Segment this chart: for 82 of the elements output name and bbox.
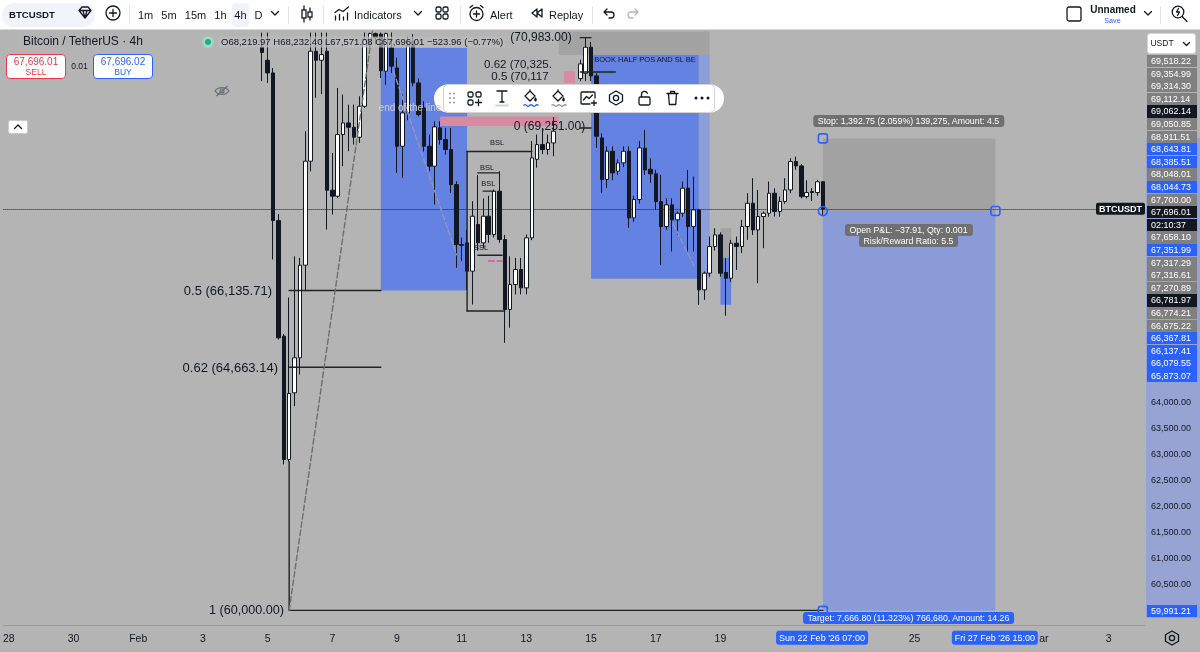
text: Unnamed xyxy=(1090,4,1136,16)
text: Sun 22 Feb '26 07:00 xyxy=(776,630,868,646)
text: 1h xyxy=(214,8,227,22)
x-tick-label: 9 xyxy=(394,631,401,644)
x-tick-label: 15 xyxy=(585,631,598,644)
y-tick-label: 64,000.00 xyxy=(1151,396,1192,407)
x-tick-label: 28 xyxy=(3,631,15,644)
text: 4h xyxy=(234,8,247,22)
text: O68,219.97 H68,232.40 L67,571.08 C67,696.01 −523.96 (−0.77%) xyxy=(219,35,506,48)
text: 68,044.73 xyxy=(1147,181,1197,194)
y-tick-label: 62,500.00 xyxy=(1151,475,1192,486)
x-tick-label: 17 xyxy=(649,631,662,644)
annotation: BUY xyxy=(114,66,132,78)
x-tick-label: 3 xyxy=(1105,631,1112,644)
annotation: 0.62 (70,325. xyxy=(484,58,552,72)
text: Replay xyxy=(549,8,584,22)
annotation: 0.5 (70,117 xyxy=(491,70,549,84)
text: 67,658.10 xyxy=(1147,231,1197,244)
text: 69,062.14 xyxy=(1147,105,1197,118)
text: 68,643.81 xyxy=(1147,143,1197,156)
x-tick-label: ar xyxy=(1039,631,1050,644)
text: BTCUSDT xyxy=(9,9,55,21)
text: 69,112.14 xyxy=(1147,92,1197,105)
annotation: 0.5 (66,135.71) xyxy=(183,282,272,299)
text: 1m xyxy=(137,8,154,22)
y-tick-label: 60,500.00 xyxy=(1151,579,1192,590)
text: 69,518.22 xyxy=(1147,55,1197,68)
text: Alert xyxy=(490,8,513,22)
annotation: Target: 7,666.80 (11.323%) 766,680, Amount: 14.26 xyxy=(802,611,1015,625)
annotation: 0.01 xyxy=(71,60,88,72)
text: 67,317.29 xyxy=(1147,256,1197,269)
text: 65,873.07 xyxy=(1147,370,1197,383)
annotation: 67,696.01 xyxy=(13,55,59,68)
text: 67,270.89 xyxy=(1147,281,1197,294)
text: 68,048.01 xyxy=(1147,168,1197,181)
annotation: Open P&L: −37.91, Qty: 0.001 xyxy=(844,223,973,236)
x-tick-label: 13 xyxy=(520,631,533,644)
text: 5m xyxy=(161,8,177,22)
x-tick-label: 30 xyxy=(67,631,80,644)
text: Indicators xyxy=(354,8,402,22)
y-tick-label: 61,500.00 xyxy=(1151,527,1192,538)
annotation: 67,696.02 xyxy=(100,55,146,68)
chart-title: Bitcoin / TetherUS · 4h xyxy=(23,34,143,49)
text: 66,781.97 xyxy=(1147,294,1197,307)
annotation: 1 (60,000.00) xyxy=(209,602,284,617)
text: 67,351.99 xyxy=(1147,244,1197,257)
x-tick-label: 25 xyxy=(908,631,921,644)
text: 69,314.30 xyxy=(1147,80,1197,93)
text: 68,385.51 xyxy=(1147,155,1197,168)
text: 69,050.85 xyxy=(1147,118,1197,131)
y-tick-label: 63,000.00 xyxy=(1151,448,1192,459)
y-tick-label: 61,000.00 xyxy=(1151,553,1192,564)
text: 67,700.00 xyxy=(1147,193,1197,206)
text: 67,316.61 xyxy=(1147,269,1197,282)
ref-line-label: BTCUSDT xyxy=(1096,202,1145,216)
text: 66,774.21 xyxy=(1147,307,1197,320)
text: 66,137.41 xyxy=(1147,344,1197,357)
text: Fri 27 Feb '26 15:00 xyxy=(951,630,1039,646)
text: 66,367.81 xyxy=(1147,332,1197,345)
annotation: Stop: 1,392.75 (2.059%) 139,275, Amount: 4.5 xyxy=(812,114,1005,128)
text: 69,354.99 xyxy=(1147,67,1197,80)
y-tick-label: 62,000.00 xyxy=(1151,501,1192,512)
x-tick-label: 7 xyxy=(329,631,336,644)
x-tick-label: 19 xyxy=(714,631,727,644)
x-tick-label: 5 xyxy=(264,631,271,644)
text: 68,911.51 xyxy=(1147,130,1197,143)
text: 66,675.22 xyxy=(1147,319,1197,332)
annotation: SELL xyxy=(25,66,47,78)
text: 67,696.01 xyxy=(1147,206,1197,219)
text: 02:10:37 xyxy=(1147,218,1197,231)
annotation: Risk/Reward Ratio: 5.5 xyxy=(858,234,959,247)
x-tick-label: 11 xyxy=(456,631,468,644)
annotation: (70,983.00) xyxy=(510,30,572,45)
x-tick-label: 3 xyxy=(199,631,206,644)
text: D xyxy=(254,8,263,22)
y-tick-label: 63,500.00 xyxy=(1151,422,1192,433)
text: 59,991.21 xyxy=(1147,605,1197,618)
text: USDT xyxy=(1150,37,1174,49)
x-tick-label: Feb xyxy=(129,631,148,644)
text: 15m xyxy=(184,8,207,22)
text: 66,079.55 xyxy=(1147,357,1197,370)
annotation: 0.62 (64,663.14) xyxy=(182,359,278,376)
